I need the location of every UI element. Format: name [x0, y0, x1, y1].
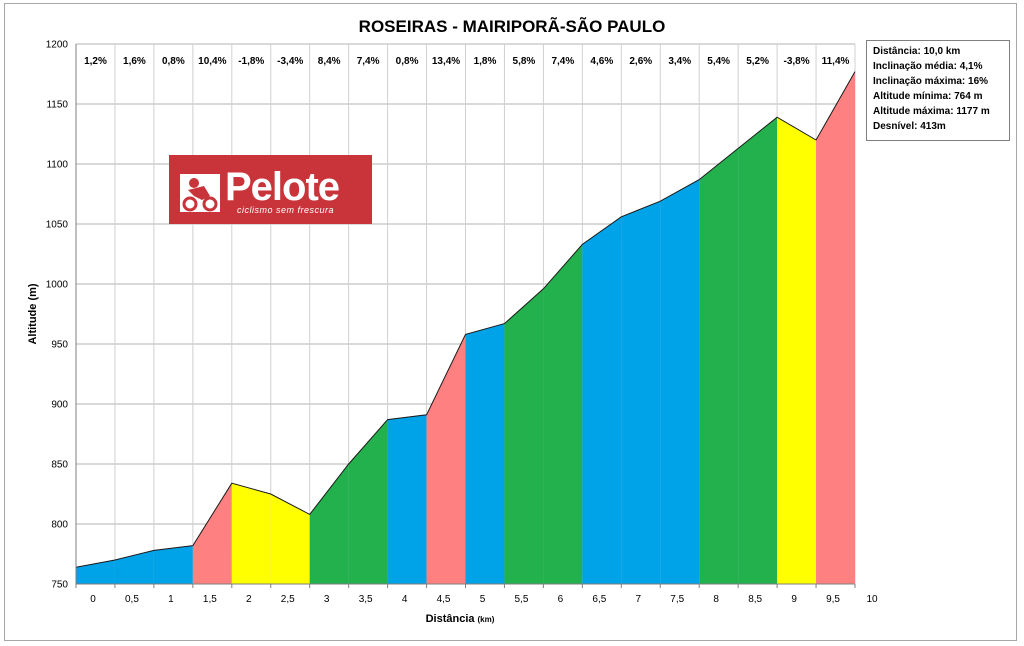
chart-title: ROSEIRAS - MAIRIPORÃ-SÃO PAULO — [359, 16, 666, 36]
profile-line — [75, 71, 856, 568]
grade-label: 13,4% — [432, 56, 460, 67]
grade-label: 5,4% — [707, 56, 730, 67]
y-tick-label: 800 — [51, 520, 68, 531]
segment-fill — [231, 483, 271, 584]
x-tick-label: 10 — [866, 594, 878, 605]
stat-max-grade: Inclinação máxima: 16% — [873, 76, 989, 87]
grade-label: 11,4% — [822, 56, 850, 67]
segment-fill — [309, 464, 349, 584]
x-tick-label: 5 — [480, 594, 486, 605]
segment-fill — [543, 244, 583, 584]
segment-fill — [777, 117, 817, 584]
x-tick-label: 9 — [791, 594, 797, 605]
logo-wordmark: Pelote — [225, 165, 340, 209]
grade-label: 5,2% — [746, 56, 769, 67]
grade-label: 1,2% — [84, 56, 107, 67]
segment-fills — [76, 71, 855, 585]
segment-fill — [426, 334, 466, 584]
x-tick-label: 6 — [558, 594, 564, 605]
segment-fill — [816, 71, 855, 585]
x-tick-label: 1 — [168, 594, 174, 605]
grade-label: 7,4% — [357, 56, 380, 67]
x-tick-label: 5,5 — [514, 594, 528, 605]
segment-fill — [582, 216, 622, 585]
pelote-logo: Pelote ciclismo sem frescura — [169, 155, 372, 224]
cyclist-icon — [180, 174, 220, 212]
grade-label: 3,4% — [668, 56, 691, 67]
x-tick-label: 7,5 — [670, 594, 684, 605]
grade-label: -3,8% — [784, 56, 810, 67]
x-tick-label: 4 — [402, 594, 408, 605]
segment-fill — [76, 560, 115, 584]
x-axis-unit: (km) — [478, 615, 495, 624]
logo-tagline: ciclismo sem frescura — [237, 205, 335, 215]
grade-labels: 1,2% 1,6% 0,8% 10,4% -1,8% -3,4% 8,4% 7,4% 0,8% 1… — [84, 56, 849, 67]
x-tick-label: 8,5 — [748, 594, 762, 605]
stat-avg-grade: Inclinação média: 4,1% — [873, 61, 983, 72]
y-tick-label: 750 — [51, 580, 68, 591]
x-axis-title: Distância (km) — [426, 613, 495, 625]
grade-label: 0,8% — [162, 56, 185, 67]
segment-fill — [465, 323, 505, 584]
x-tick-label: 8 — [713, 594, 719, 605]
stat-distance: Distância: 10,0 km — [873, 46, 961, 57]
y-tick-label: 1100 — [46, 160, 68, 171]
grade-label: 5,8% — [513, 56, 536, 67]
y-tick-label: 1200 — [46, 40, 69, 51]
y-tick-label: 1050 — [46, 220, 69, 231]
x-tick-label: 2 — [246, 594, 252, 605]
segment-fill — [348, 419, 388, 584]
grade-label: 10,4% — [198, 56, 226, 67]
x-tick-label: 3 — [324, 594, 330, 605]
segment-fill — [270, 494, 310, 584]
x-tick-label: 6,5 — [592, 594, 606, 605]
segment-fill — [192, 483, 232, 584]
grade-label: 1,6% — [123, 56, 146, 67]
x-tick-label: 2,5 — [281, 594, 295, 605]
segment-fill — [699, 148, 739, 584]
stat-elevation-gain: Desnível: 413m — [873, 121, 946, 132]
segment-fill — [114, 550, 154, 584]
grade-label: 2,6% — [629, 56, 652, 67]
x-tick-label: 9,5 — [826, 594, 840, 605]
grade-label: -3,4% — [277, 56, 303, 67]
grade-label: 7,4% — [551, 56, 574, 67]
y-tick-label: 1150 — [46, 100, 68, 111]
x-tick-label: 3,5 — [359, 594, 373, 605]
x-axis-label: Distância — [426, 613, 476, 625]
x-tick-label: 7 — [636, 594, 642, 605]
stat-max-altitude: Altitude máxima: 1177 m — [873, 106, 990, 117]
segment-fill — [738, 117, 778, 584]
y-tick-label: 950 — [51, 340, 68, 351]
profile-outline — [75, 71, 856, 568]
stats-box: Distância: 10,0 km Inclinação média: 4,1… — [866, 40, 1010, 141]
y-tick-label: 900 — [51, 400, 68, 411]
axes — [75, 44, 856, 588]
y-tick-label: 850 — [51, 460, 68, 471]
stat-min-altitude: Altitude mínima: 764 m — [873, 91, 983, 102]
x-tick-label: 0 — [90, 594, 96, 605]
x-tick-label: 1,5 — [203, 594, 217, 605]
segment-fill — [621, 201, 661, 584]
x-tick-labels: 0 0,5 1 1,5 2 2,5 3 3,5 4 4,5 5 5,5 6 6,5 7 7,5 8 8,5 9 9,5… — [90, 594, 878, 605]
y-tick-labels: 750 800 850 900 950 1000 1050 1100 1150 1200 — [46, 40, 69, 591]
grade-label: 0,8% — [396, 56, 419, 67]
segment-fill — [504, 288, 544, 584]
grade-label: -1,8% — [238, 56, 264, 67]
x-tick-label: 0,5 — [125, 594, 139, 605]
segment-fill — [660, 179, 700, 584]
grade-label: 4,6% — [590, 56, 613, 67]
segment-fill — [153, 545, 193, 584]
segment-fill — [387, 414, 427, 584]
y-axis-title: Altitude (m) — [27, 283, 39, 344]
grade-label: 8,4% — [318, 56, 341, 67]
y-tick-label: 1000 — [46, 280, 69, 291]
x-tick-label: 4,5 — [437, 594, 451, 605]
grade-label: 1,8% — [474, 56, 497, 67]
